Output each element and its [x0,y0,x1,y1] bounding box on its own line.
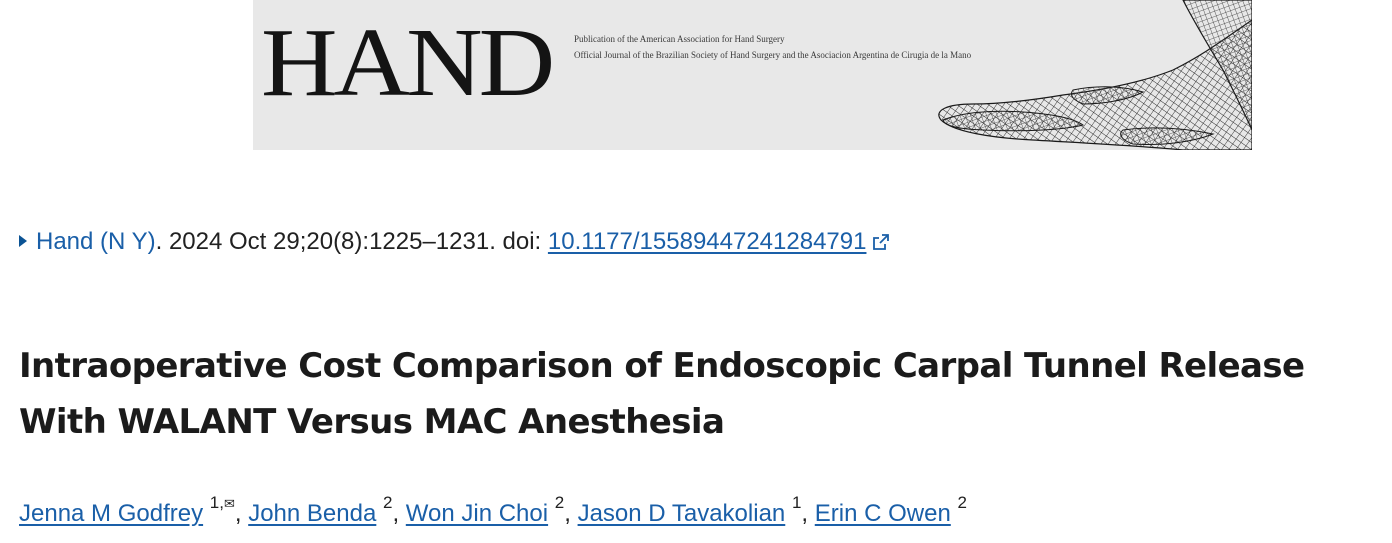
author-link[interactable]: Won Jin Choi [405,500,549,527]
triangle-right-icon[interactable] [19,235,27,247]
journal-subtitle: Publication of the American Association … [574,31,971,63]
author-affiliation: 1 [791,493,802,512]
journal-link[interactable]: Hand (N Y) [36,228,156,255]
author-list: Jenna M Godfrey 1,✉, John Benda 2, Won J… [19,493,967,532]
doi-link[interactable]: 10.1177/15589447241284791 [547,228,867,255]
citation-line: Hand (N Y). 2024 Oct 29;20(8):1225–1231.… [19,226,890,258]
author-separator: , [564,500,578,527]
journal-subtitle-line-2: Official Journal of the Brazilian Societ… [574,50,972,60]
article-title: Intraoperative Cost Comparison of Endosc… [19,338,1389,450]
author-separator: , [392,500,406,527]
author-link[interactable]: Jason D Tavakolian [577,500,786,527]
author-affiliation: 2 [554,493,565,512]
author-affiliation: 2 [382,493,393,512]
journal-logo: HAND [261,8,555,117]
author-link[interactable]: Jenna M Godfrey [19,500,204,527]
author-affiliation: 2 [957,493,967,512]
journal-banner: HAND Publication of the American Associa… [253,0,1252,150]
journal-subtitle-line-1: Publication of the American Association … [574,34,785,44]
author-link[interactable]: Erin C Owen [814,500,951,527]
author-link[interactable]: John Benda [248,500,377,527]
wireframe-hand-illustration [938,0,1252,150]
article-title-line-1: Intraoperative Cost Comparison of Endosc… [19,346,1305,386]
author-affiliation: 1,✉ [209,493,235,512]
external-link-icon[interactable] [872,233,890,251]
author-separator: , [234,500,249,527]
author-separator: , [801,500,815,527]
citation-details: . 2024 Oct 29;20(8):1225–1231. doi: [155,228,548,255]
article-title-line-2: With WALANT Versus MAC Anesthesia [19,402,725,442]
